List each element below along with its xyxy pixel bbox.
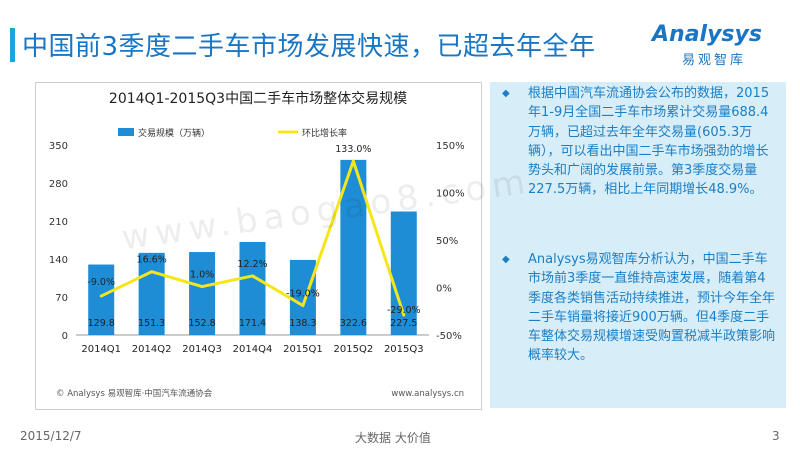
chart-source-note: © Analysys 易观智库·中国汽车流通协会 <box>56 388 213 399</box>
growth-rate-label: 133.0% <box>335 144 371 155</box>
diamond-bullet-icon: ◆ <box>502 88 510 99</box>
bar-value-label: 227.5 <box>390 318 417 329</box>
chart-source-url: www.analysys.cn <box>391 389 464 399</box>
growth-rate-point-2014Q4 <box>251 274 254 278</box>
growth-rate-point-2015Q2 <box>351 159 355 163</box>
slide-title: 中国前3季度二手车市场发展快速，已超去年全年 <box>22 32 596 62</box>
legend-bar-label: 交易规模（万辆） <box>138 127 210 139</box>
notes-panel: ◆ 根据中国汽车流通协会公布的数据，2015年1-9月全国二手车市场累计交易量6… <box>490 82 786 408</box>
bar-value-label: 171.4 <box>239 318 266 329</box>
bar-value-label: 138.3 <box>289 318 316 329</box>
y-right-tick-label: 100% <box>436 189 465 200</box>
x-tick-label: 2014Q3 <box>182 344 222 355</box>
notes-paragraph-1: 根据中国汽车流通协会公布的数据，2015年1-9月全国二手车市场累计交易量688… <box>528 86 770 198</box>
bar-2014Q1 <box>88 264 115 335</box>
growth-rate-label: -9.0% <box>87 277 115 288</box>
y-right-tick-label: 50% <box>436 236 458 247</box>
y-left-tick-label: 210 <box>49 217 68 228</box>
bar-2014Q3 <box>189 252 216 335</box>
page-number: 3 <box>772 429 780 443</box>
growth-rate-label: -29.0% <box>387 305 421 316</box>
footer-date: 2015/12/7 <box>20 429 82 443</box>
logo-text: Analysys <box>652 22 762 47</box>
diamond-bullet-icon: ◆ <box>502 254 510 265</box>
x-tick-label: 2015Q2 <box>334 344 374 355</box>
y-left-tick-label: 350 <box>49 141 68 152</box>
y-left-tick-label: 0 <box>62 331 68 342</box>
legend-line-label: 环比增长率 <box>302 127 347 139</box>
x-tick-label: 2015Q1 <box>283 344 323 355</box>
y-right-tick-label: -50% <box>436 331 462 342</box>
chart-title: 2014Q1-2015Q3中国二手车市场整体交易规模 <box>109 90 407 107</box>
growth-rate-label: 1.0% <box>190 270 214 281</box>
notes-paragraph-2: Analysys易观智库分析认为，中国二手车市场前3季度一直维持高速发展，随着第… <box>528 252 776 364</box>
y-right-tick-label: 150% <box>436 141 465 152</box>
bar-value-label: 322.6 <box>340 318 367 329</box>
x-tick-label: 2015Q3 <box>384 344 424 355</box>
x-tick-label: 2014Q2 <box>132 344 172 355</box>
bar-value-label: 151.3 <box>138 318 165 329</box>
growth-rate-point-2015Q1 <box>301 304 305 308</box>
chart-panel: 2014Q1-2015Q3中国二手车市场整体交易规模交易规模（万辆） 环比增长率 0… <box>35 82 482 410</box>
growth-rate-point-2015Q3 <box>402 313 406 317</box>
growth-rate-label: 16.6% <box>137 255 167 266</box>
growth-rate-point-2014Q1 <box>99 294 103 298</box>
growth-rate-label: -19.0% <box>286 289 320 300</box>
growth-rate-point-2014Q2 <box>150 270 154 274</box>
bar-value-label: 152.8 <box>188 318 215 329</box>
x-tick-label: 2014Q1 <box>81 344 121 355</box>
y-right-tick-label: 0% <box>436 284 452 295</box>
legend-bar-swatch <box>118 128 134 136</box>
growth-rate-point-2014Q3 <box>200 285 204 289</box>
bar-value-label: 129.8 <box>88 318 115 329</box>
bar-2014Q4 <box>239 241 266 335</box>
logo-subtitle: 易观智库 <box>682 53 747 68</box>
y-left-tick-label: 140 <box>49 255 68 266</box>
growth-rate-label: 12.2% <box>237 259 267 270</box>
footer-slogan: 大数据 大价值 <box>355 431 431 445</box>
x-tick-label: 2014Q4 <box>233 344 273 355</box>
bar-2015Q1 <box>289 259 316 335</box>
y-left-tick-label: 70 <box>55 293 68 304</box>
title-accent-bar <box>10 28 15 62</box>
analysys-logo: Analysys 易观智库 <box>652 22 792 68</box>
y-left-tick-label: 280 <box>49 179 68 190</box>
bar-2014Q2 <box>138 252 165 335</box>
